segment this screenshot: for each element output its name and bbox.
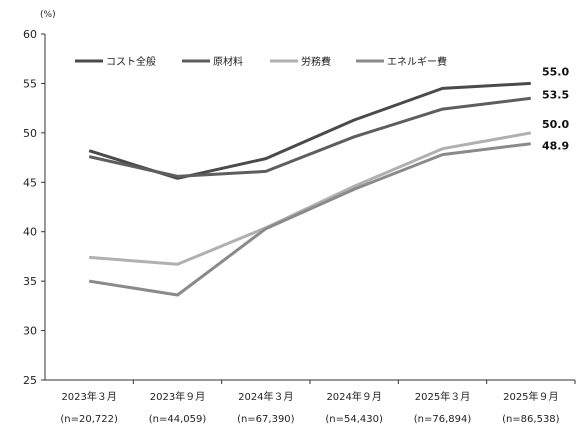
y-tick-label: 25 [23,374,37,387]
x-sample-size-label: (n=67,390) [237,414,295,425]
y-tick-label: 45 [23,176,37,189]
legend: コスト全般 原材料 労務費 エネルギー費 [75,55,447,68]
end-value-label: 55.0 [542,65,569,78]
y-unit-label: (%) [40,10,56,20]
axes [41,33,576,384]
x-category-label: 2023年９月 [150,390,205,403]
y-tick-label: 35 [23,275,37,288]
x-sample-size-label: (n=20,722) [60,414,118,425]
x-sample-size-label: (n=76,894) [414,414,472,425]
y-tick-label: 60 [23,28,37,41]
x-category-label: 2024年９月 [326,390,381,403]
x-category-labels: 2023年３月 (n=20,722) 2023年９月 (n=44,059) 2024年３… [60,390,559,425]
y-tick-label: 40 [23,226,37,239]
y-tick-labels: 25 30 35 40 45 50 55 60 [23,28,37,387]
end-value-label: 48.9 [542,140,569,153]
end-value-label: 50.0 [542,118,569,131]
legend-label: コスト全般 [106,55,156,68]
series-lines [88,81,532,297]
series-line-3 [88,142,531,297]
x-category-label: 2024年３月 [238,390,293,403]
y-tick-label: 30 [23,325,37,338]
series-line-0 [88,81,531,180]
series-line-1 [88,96,531,178]
x-sample-size-label: (n=44,059) [149,414,207,425]
x-category-label: 2025年９月 [503,390,558,403]
legend-label: 原材料 [213,55,243,68]
x-sample-size-label: (n=54,430) [325,414,383,425]
end-value-label: 53.5 [542,88,569,101]
x-sample-size-label: (n=86,538) [502,414,560,425]
legend-label: エネルギー費 [387,55,447,68]
end-value-labels: 55.0 53.5 50.0 48.9 [542,65,569,152]
x-category-label: 2023年３月 [61,390,116,403]
legend-label: 労務費 [301,55,331,68]
x-category-label: 2025年３月 [415,390,470,403]
y-tick-label: 50 [23,127,37,140]
series-line-2 [89,131,532,266]
y-tick-label: 55 [23,77,37,90]
